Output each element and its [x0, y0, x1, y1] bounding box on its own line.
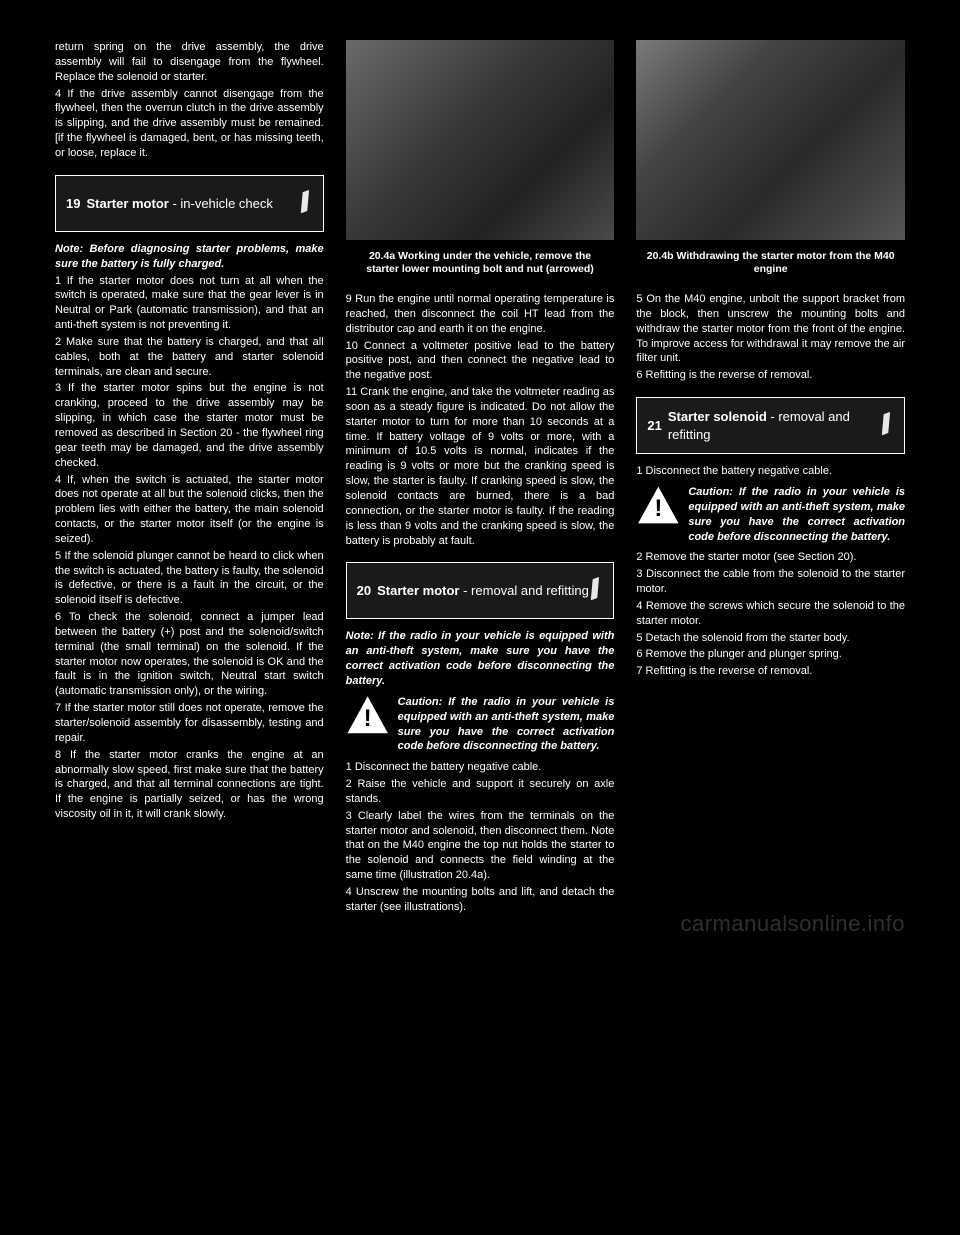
body-text: 2 Remove the starter motor (see Section …	[636, 550, 905, 565]
page-columns: return spring on the drive assembly, the…	[55, 40, 905, 917]
note-text: Note: Before diagnosing starter problems…	[55, 242, 324, 272]
body-text: 7 Refitting is the reverse of removal.	[636, 664, 905, 679]
section-title-bold: Starter solenoid	[668, 409, 767, 424]
body-text: 5 Detach the solenoid from the starter b…	[636, 631, 905, 646]
body-text: 2 Make sure that the battery is charged,…	[55, 335, 324, 380]
section-title-bold: Starter motor	[86, 196, 168, 211]
caution-block: Caution: If the radio in your vehicle is…	[636, 485, 905, 544]
section-title: Starter motor - removal and refitting	[377, 582, 589, 600]
section-19-heading: 19 Starter motor - in-vehicle check ////…	[55, 175, 324, 232]
body-text: 8 If the starter motor cranks the engine…	[55, 748, 324, 822]
section-number: 20	[357, 582, 371, 600]
section-title-rest: - removal and refitting	[460, 583, 589, 598]
column-middle: 20.4a Working under the vehicle, remove …	[346, 40, 615, 917]
body-text: 2 Raise the vehicle and support it secur…	[346, 777, 615, 807]
body-text: 5 On the M40 engine, unbolt the support …	[636, 292, 905, 366]
section-title-bold: Starter motor	[377, 583, 459, 598]
section-number: 19	[66, 195, 80, 213]
section-title: Starter solenoid - removal and refitting	[668, 408, 880, 443]
watermark: carmanualsonline.info	[680, 909, 905, 939]
caution-text: Caution: If the radio in your vehicle is…	[398, 695, 615, 754]
figure-image	[636, 40, 905, 240]
body-text: 6 To check the solenoid, connect a jumpe…	[55, 610, 324, 699]
note-text: Note: If the radio in your vehicle is eq…	[346, 629, 615, 688]
section-20-heading: 20 Starter motor - removal and refitting…	[346, 562, 615, 619]
body-text: 5 If the solenoid plunger cannot be hear…	[55, 549, 324, 608]
body-text: 3 Clearly label the wires from the termi…	[346, 809, 615, 883]
body-text: 4 If, when the switch is actuated, the s…	[55, 473, 324, 547]
caution-block: Caution: If the radio in your vehicle is…	[346, 695, 615, 754]
body-text: 7 If the starter motor still does not op…	[55, 701, 324, 746]
body-text: 1 Disconnect the battery negative cable.	[636, 464, 905, 479]
section-21-heading: 21 Starter solenoid - removal and refitt…	[636, 397, 905, 454]
intro-text: 4 If the drive assembly cannot disengage…	[55, 87, 324, 161]
body-text: 3 Disconnect the cable from the solenoid…	[636, 567, 905, 597]
figure-image	[346, 40, 615, 240]
body-text: 10 Connect a voltmeter positive lead to …	[346, 339, 615, 384]
body-text: 6 Refitting is the reverse of removal.	[636, 368, 905, 383]
figure-caption: 20.4b Withdrawing the starter motor from…	[636, 240, 905, 288]
body-text: 4 Unscrew the mounting bolts and lift, a…	[346, 885, 615, 915]
warning-icon	[636, 485, 680, 525]
body-text: 3 If the starter motor spins but the eng…	[55, 381, 324, 470]
body-text: 4 Remove the screws which secure the sol…	[636, 599, 905, 629]
figure-caption: 20.4a Working under the vehicle, remove …	[346, 240, 615, 288]
section-number: 21	[647, 417, 661, 435]
section-title: Starter motor - in-vehicle check	[86, 195, 298, 213]
column-right: 20.4b Withdrawing the starter motor from…	[636, 40, 905, 917]
body-text: 6 Remove the plunger and plunger spring.	[636, 647, 905, 662]
body-text: 11 Crank the engine, and take the voltme…	[346, 385, 615, 548]
intro-text: return spring on the drive assembly, the…	[55, 40, 324, 85]
figure-20-4a: 20.4a Working under the vehicle, remove …	[346, 40, 615, 288]
body-text: 1 If the starter motor does not turn at …	[55, 274, 324, 333]
section-title-rest: - in-vehicle check	[169, 196, 273, 211]
body-text: 9 Run the engine until normal operating …	[346, 292, 615, 337]
caution-text: Caution: If the radio in your vehicle is…	[688, 485, 905, 544]
warning-icon	[346, 695, 390, 735]
figure-20-4b: 20.4b Withdrawing the starter motor from…	[636, 40, 905, 288]
column-left: return spring on the drive assembly, the…	[55, 40, 324, 917]
body-text: 1 Disconnect the battery negative cable.	[346, 760, 615, 775]
